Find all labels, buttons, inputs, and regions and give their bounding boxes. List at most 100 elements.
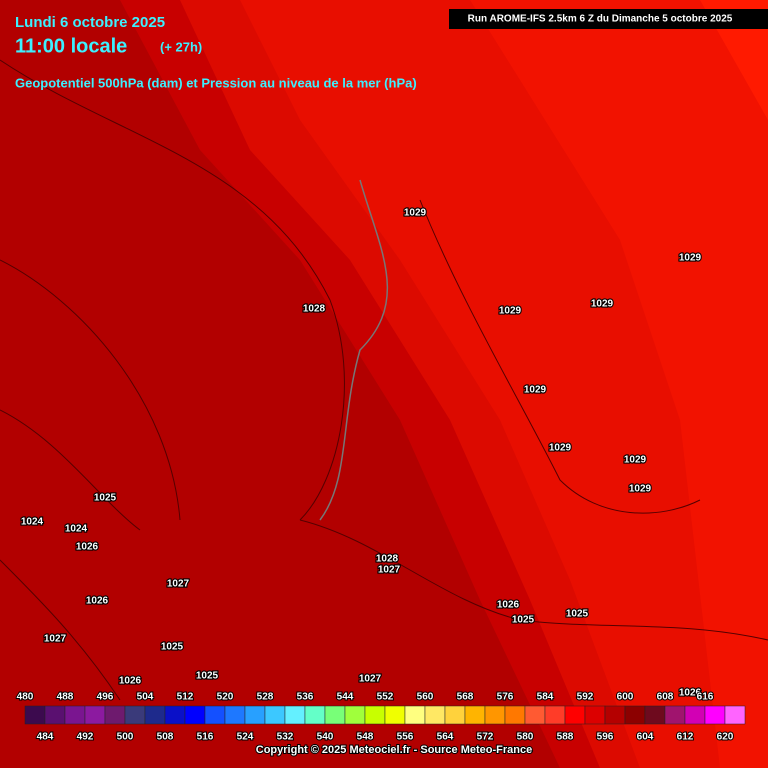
pressure-label: 1028 xyxy=(376,554,399,565)
colorbar-label: 556 xyxy=(397,732,414,743)
colorbar-swatch xyxy=(64,705,86,725)
colorbar-swatch xyxy=(724,705,746,725)
colorbar-swatch xyxy=(624,705,646,725)
colorbar-label: 600 xyxy=(617,692,634,703)
contour-line xyxy=(0,409,141,531)
colorbar: 480 488 496 504 512 520 528 536 544 552 560 568 576 5… xyxy=(16,691,746,744)
field-band xyxy=(700,0,768,120)
colorbar-label: 524 xyxy=(237,732,254,743)
pressure-label: 1027 xyxy=(167,579,190,590)
colorbar-swatch xyxy=(644,705,666,725)
colorbar-label: 592 xyxy=(577,692,594,703)
pressure-label: 1025 xyxy=(512,615,535,626)
pressure-label: 1025 xyxy=(196,671,219,682)
colorbar-swatch xyxy=(384,705,406,725)
colorbar-label: 488 xyxy=(57,692,74,703)
colorbar-label: 608 xyxy=(657,692,674,703)
colorbar-label: 532 xyxy=(277,732,294,743)
pressure-label: 1027 xyxy=(44,634,67,645)
pressure-label: 1026 xyxy=(86,596,109,607)
colorbar-label: 552 xyxy=(377,692,394,703)
pressure-label: 1026 xyxy=(679,688,702,699)
colorbar-swatch xyxy=(184,705,206,725)
pressure-labels: 1029 1029 1029 1029 1028 1029 1029 1029 1029 1025… xyxy=(20,207,703,700)
pressure-label: 1029 xyxy=(679,253,702,264)
colorbar-label: 484 xyxy=(37,732,54,743)
run-info: Run AROME-IFS 2.5km 6 Z du Dimanche 5 oc… xyxy=(468,14,733,25)
colorbar-swatch xyxy=(564,705,586,725)
lead-time: (+ 27h) xyxy=(160,39,202,54)
colorbar-label: 520 xyxy=(217,692,234,703)
colorbar-swatch xyxy=(84,705,106,725)
colorbar-label: 616 xyxy=(697,692,714,703)
contour-line xyxy=(419,199,701,514)
copyright: Copyright © 2025 Meteociel.fr - Source M… xyxy=(256,744,532,756)
colorbar-label: 492 xyxy=(77,732,94,743)
colorbar-swatch xyxy=(604,705,626,725)
field-band xyxy=(470,0,768,768)
colorbar-label: 572 xyxy=(477,732,494,743)
run-box xyxy=(449,9,768,29)
coastline xyxy=(319,179,389,521)
time: 11:00 locale xyxy=(15,35,127,57)
colorbar-swatch xyxy=(24,705,46,725)
contour-line xyxy=(0,259,181,521)
colorbar-swatch xyxy=(444,705,466,725)
colorbar-label: 536 xyxy=(297,692,314,703)
colorbar-label: 504 xyxy=(137,692,154,703)
colorbar-swatch xyxy=(164,705,186,725)
colorbar-label: 612 xyxy=(677,732,694,743)
colorbar-swatch xyxy=(204,705,226,725)
colorbar-swatch xyxy=(104,705,126,725)
contour-line xyxy=(0,559,121,701)
colorbar-label: 560 xyxy=(417,692,434,703)
pressure-label: 1028 xyxy=(303,304,326,315)
colorbar-swatch xyxy=(664,705,686,725)
colorbar-swatch xyxy=(424,705,446,725)
pressure-label: 1025 xyxy=(566,609,589,620)
colorbar-label: 480 xyxy=(17,692,34,703)
colorbar-swatch xyxy=(544,705,566,725)
pressure-label: 1027 xyxy=(378,565,401,576)
colorbar-label: 540 xyxy=(317,732,334,743)
colorbar-swatch xyxy=(584,705,606,725)
colorbar-swatch xyxy=(44,705,66,725)
pressure-label: 1026 xyxy=(497,600,520,611)
contour-line xyxy=(0,59,345,521)
contours xyxy=(0,59,768,701)
pressure-label: 1029 xyxy=(404,208,427,219)
colorbar-label: 496 xyxy=(97,692,114,703)
subtitle: Geopotentiel 500hPa (dam) et Pression au… xyxy=(15,75,417,90)
colorbar-swatch xyxy=(504,705,526,725)
colorbar-swatch xyxy=(364,705,386,725)
colorbar-swatch xyxy=(284,705,306,725)
colorbar-label: 516 xyxy=(197,732,214,743)
colorbar-swatch xyxy=(124,705,146,725)
colorbar-label: 596 xyxy=(597,732,614,743)
colorbar-label: 508 xyxy=(157,732,174,743)
colorbar-label: 544 xyxy=(337,692,354,703)
pressure-label: 1029 xyxy=(624,455,647,466)
pressure-label: 1027 xyxy=(359,674,382,685)
colorbar-label: 584 xyxy=(537,692,554,703)
colorbar-label: 604 xyxy=(637,732,654,743)
colorbar-label: 580 xyxy=(517,732,534,743)
pressure-label: 1029 xyxy=(591,299,614,310)
colorbar-label: 548 xyxy=(357,732,374,743)
colorbar-swatch xyxy=(704,705,726,725)
colorbar-label: 576 xyxy=(497,692,514,703)
colorbar-swatch xyxy=(224,705,246,725)
colorbar-swatch xyxy=(264,705,286,725)
colorbar-label: 564 xyxy=(437,732,454,743)
pressure-label: 1026 xyxy=(119,676,142,687)
colorbar-swatch xyxy=(404,705,426,725)
pressure-label: 1025 xyxy=(94,493,117,504)
colorbar-label: 620 xyxy=(717,732,734,743)
colorbar-swatch xyxy=(304,705,326,725)
colorbar-swatch xyxy=(524,705,546,725)
pressure-label: 1026 xyxy=(76,542,99,553)
pressure-label: 1029 xyxy=(499,306,522,317)
colorbar-label: 568 xyxy=(457,692,474,703)
pressure-label: 1024 xyxy=(65,524,88,535)
